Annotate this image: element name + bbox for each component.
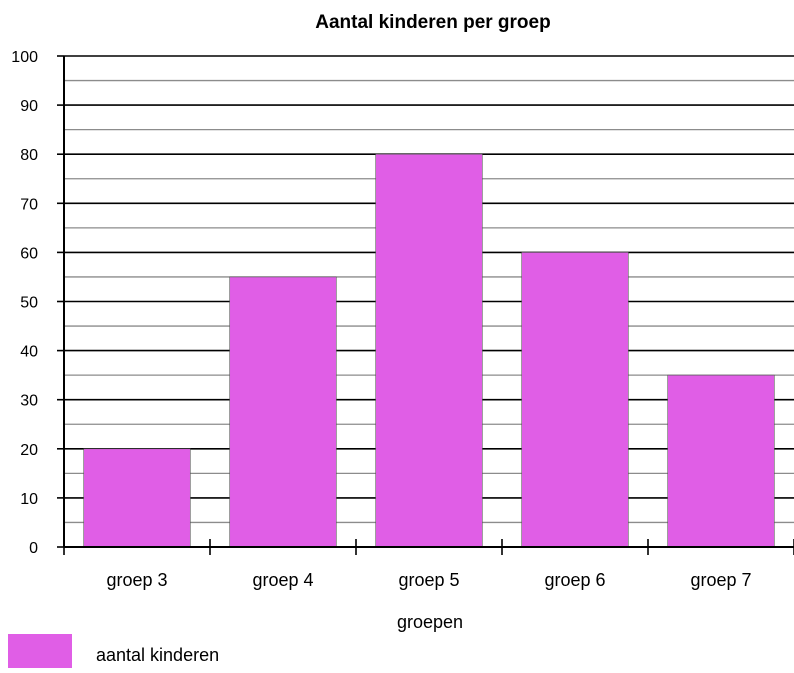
y-tick-labels: 0 10 20 30 40 50 60 70 80 90 100	[11, 49, 38, 557]
y-tick-label: 80	[20, 147, 38, 164]
x-tick-label: groep 4	[252, 570, 313, 590]
bar-groep-5	[375, 153, 483, 548]
bar-groep-3	[83, 448, 191, 548]
bar-groep-6	[521, 252, 629, 548]
x-tick-label: groep 5	[398, 570, 459, 590]
legend-label: aantal kinderen	[96, 645, 219, 665]
y-tick-label: 0	[29, 540, 38, 557]
legend: aantal kinderen	[8, 634, 219, 668]
y-tick-label: 70	[20, 196, 38, 213]
bar-groep-4	[229, 276, 337, 548]
y-tick-label: 10	[20, 491, 38, 508]
chart-title: Aantal kinderen per groep	[315, 12, 550, 33]
y-tick-label: 30	[20, 393, 38, 410]
y-tick-label: 20	[20, 442, 38, 459]
y-tick-label: 60	[20, 245, 38, 262]
axes	[57, 55, 794, 555]
x-tick-label: groep 7	[690, 570, 751, 590]
x-tick-label: groep 6	[544, 570, 605, 590]
x-tick-labels: groep 3 groep 4 groep 5 groep 6 groep 7	[106, 570, 751, 590]
y-tick-label: 100	[11, 49, 38, 66]
bars	[83, 153, 775, 548]
legend-swatch	[8, 634, 72, 668]
x-tick-label: groep 3	[106, 570, 167, 590]
x-axis-label: groepen	[397, 612, 463, 632]
y-tick-label: 50	[20, 295, 38, 312]
y-tick-label: 90	[20, 98, 38, 115]
y-tick-label: 40	[20, 344, 38, 361]
bar-groep-7	[667, 374, 775, 548]
